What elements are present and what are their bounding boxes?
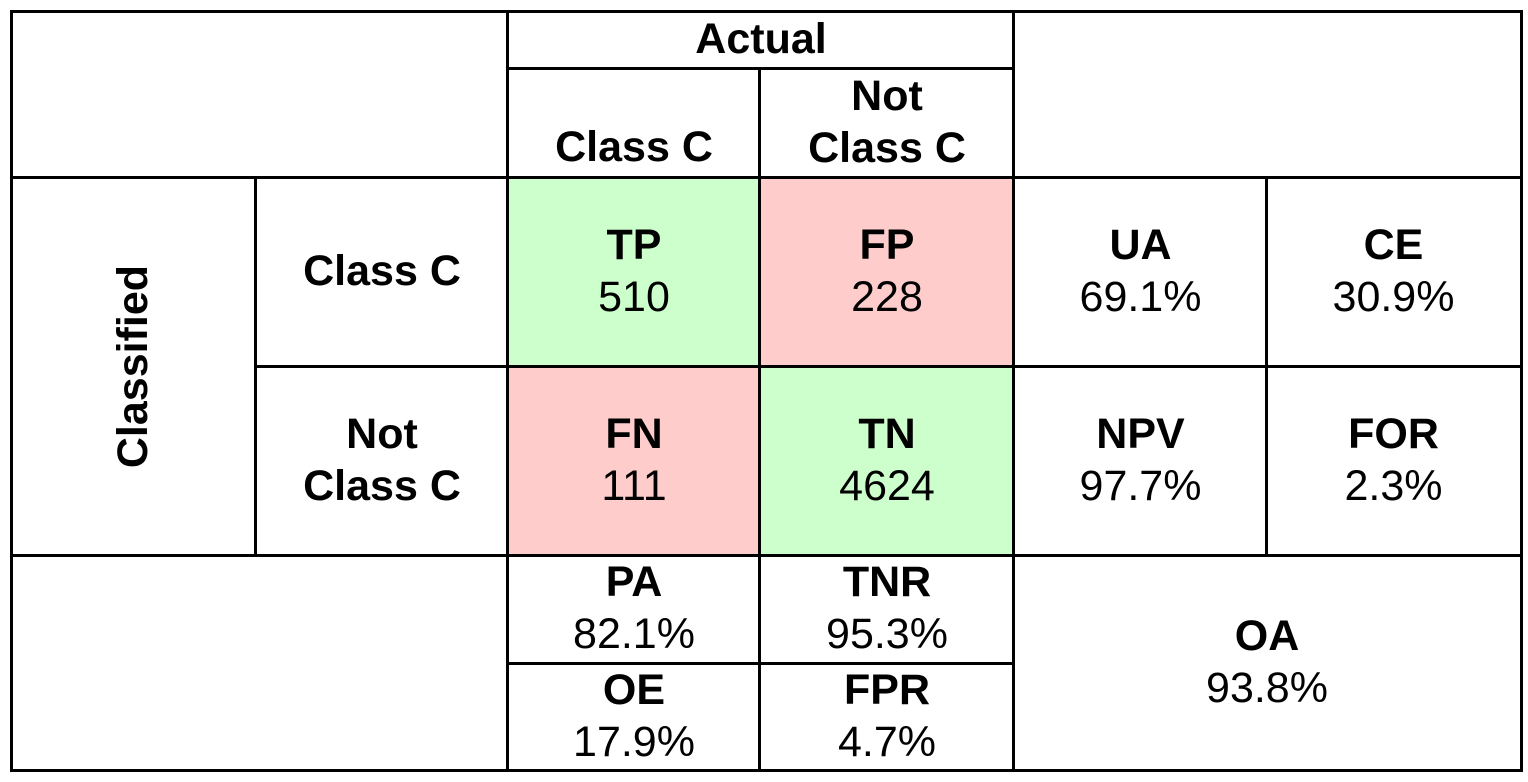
row-header-class-c: Class C xyxy=(256,178,508,366)
ua-cell: UA 69.1% xyxy=(1014,178,1267,366)
ce-label: CE xyxy=(1363,221,1424,270)
line-under-actual xyxy=(507,67,1015,70)
col2-line2: Class C xyxy=(808,124,966,172)
fp-label: FP xyxy=(859,221,915,270)
fpr-cell: FPR 4.7% xyxy=(760,663,1014,770)
ce-cell: CE 30.9% xyxy=(1267,178,1520,366)
border-top xyxy=(10,10,1523,13)
fp-cell: FP 228 xyxy=(760,178,1014,366)
border-left xyxy=(10,10,13,772)
row2-line2: Class C xyxy=(303,461,461,510)
for-value: 2.3% xyxy=(1344,461,1443,510)
line-matrix-middle xyxy=(758,67,761,772)
border-right xyxy=(1520,10,1523,772)
row-header-not-class-c: Not Class C xyxy=(256,366,508,555)
line-col-metrics-divider xyxy=(507,662,1015,665)
actual-label: Actual xyxy=(695,15,827,64)
col2-line1: Not xyxy=(851,72,923,121)
ua-label: UA xyxy=(1109,221,1172,270)
fn-value: 111 xyxy=(601,461,667,510)
line-matrix-right xyxy=(1012,10,1015,772)
oe-label: OE xyxy=(602,665,666,714)
fp-value: 228 xyxy=(851,273,923,321)
oe-value: 17.9% xyxy=(573,717,695,766)
tp-value: 510 xyxy=(598,273,670,321)
ua-value: 69.1% xyxy=(1079,273,1202,321)
line-header-bottom xyxy=(10,176,1523,179)
tp-cell: TP 510 xyxy=(508,178,760,366)
actual-header: Actual xyxy=(508,12,1014,68)
row1-label: Class C xyxy=(303,247,461,296)
row2-line1: Not xyxy=(346,409,418,458)
npv-label: NPV xyxy=(1096,409,1185,458)
fn-cell: FN 111 xyxy=(508,366,760,555)
line-matrix-left xyxy=(506,10,509,772)
ce-value: 30.9% xyxy=(1332,273,1455,321)
col1-label: Class C xyxy=(555,123,713,172)
classified-label: Classified xyxy=(109,264,158,469)
line-classified-right xyxy=(254,176,257,557)
line-matrix-bottom xyxy=(10,554,1523,557)
col-header-not-class-c: Not Class C xyxy=(760,68,1014,178)
tnr-label: TNR xyxy=(842,558,932,607)
tn-cell: TN 4624 xyxy=(760,366,1014,555)
for-label: FOR xyxy=(1348,409,1439,458)
tn-value: 4624 xyxy=(839,461,935,510)
col-header-class-c: Class C xyxy=(508,68,760,178)
fpr-label: FPR xyxy=(844,665,930,714)
tn-label: TN xyxy=(858,409,916,458)
pa-value: 82.1% xyxy=(573,610,695,658)
line-metrics-middle xyxy=(1265,176,1268,557)
oe-cell: OE 17.9% xyxy=(508,663,760,770)
tnr-value: 95.3% xyxy=(826,610,948,658)
oa-value: 93.8% xyxy=(1206,663,1328,712)
pa-label: PA xyxy=(605,558,663,607)
npv-cell: NPV 97.7% xyxy=(1014,366,1267,555)
border-bottom xyxy=(10,769,1523,772)
pa-cell: PA 82.1% xyxy=(508,555,760,663)
fn-label: FN xyxy=(605,409,663,458)
oa-cell: OA 93.8% xyxy=(1014,555,1520,770)
fpr-value: 4.7% xyxy=(837,717,936,766)
tp-label: TP xyxy=(606,221,662,270)
npv-value: 97.7% xyxy=(1079,461,1202,510)
for-cell: FOR 2.3% xyxy=(1267,366,1520,555)
oa-label: OA xyxy=(1234,611,1300,660)
tnr-cell: TNR 95.3% xyxy=(760,555,1014,663)
line-row-divider xyxy=(255,365,1523,368)
classified-header: Classified xyxy=(12,178,256,555)
